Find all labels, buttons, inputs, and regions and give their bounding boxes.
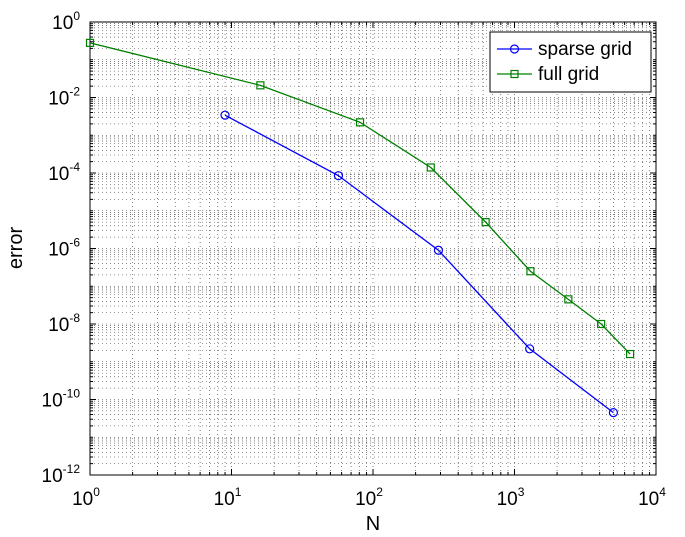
- y-axis-label: error: [5, 227, 27, 270]
- data-point-full-grid: [597, 319, 606, 329]
- legend-box: [489, 31, 652, 93]
- legend-label-full-grid: full grid: [538, 64, 599, 85]
- x-tick-label: 100: [72, 485, 100, 510]
- legend-marker-full-grid: [510, 69, 519, 79]
- x-tick-label: 102: [355, 485, 383, 510]
- data-point-sparse-grid: [433, 245, 444, 255]
- legend-marker-symbol-full-grid: [510, 69, 519, 79]
- y-tick-label: 100: [52, 9, 80, 34]
- series-line-full-grid: [89, 42, 631, 355]
- data-point-full-grid: [355, 118, 365, 127]
- data-point-full-grid: [426, 163, 435, 172]
- y-tick-label: 10-2: [48, 85, 80, 110]
- data-point-sparse-grid: [333, 171, 344, 181]
- x-tick-label: 104: [638, 485, 666, 510]
- y-tick-label: 10-8: [48, 311, 80, 336]
- x-tick-label: 101: [214, 485, 242, 510]
- y-tick-label: 10-12: [42, 462, 81, 487]
- data-point-sparse-grid: [220, 110, 230, 120]
- legend-label-sparse-grid: sparse grid: [538, 39, 632, 60]
- y-tick-label: 10-6: [48, 236, 80, 261]
- x-tick-label: 103: [497, 485, 525, 510]
- y-tick-label: 10-4: [48, 160, 80, 185]
- y-tick-label: 10-10: [42, 387, 81, 412]
- data-point-full-grid: [564, 295, 573, 304]
- data-point-full-grid: [256, 81, 265, 90]
- data-point-full-grid: [626, 349, 635, 359]
- data-point-sparse-grid: [608, 407, 619, 418]
- data-point-full-grid: [481, 218, 490, 227]
- legend-marker-sparse-grid: [509, 44, 520, 54]
- data-point-sparse-grid: [525, 344, 535, 354]
- legend: sparse grid full grid: [489, 31, 652, 93]
- data-point-full-grid: [526, 267, 535, 276]
- plot-area-frame: [89, 21, 657, 476]
- x-axis-label: N: [366, 513, 380, 535]
- data-series: [85, 38, 635, 418]
- tick-labels: 100 101 102 103 104 100 10-2 10-4 10-6 10-8 10-10 1…: [42, 9, 667, 510]
- legend-marker-symbol-sparse-grid: [509, 44, 520, 54]
- data-point-full-grid: [85, 38, 95, 47]
- series-line-sparse-grid: [224, 114, 614, 414]
